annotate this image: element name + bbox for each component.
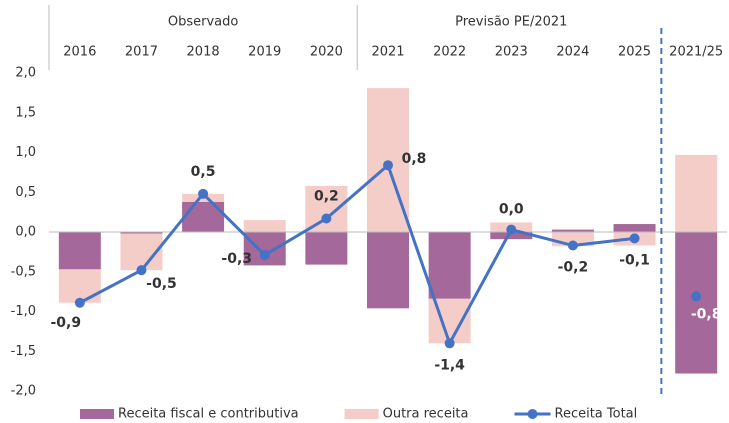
legend-label: Outra receita [383, 407, 469, 422]
x-tick-label: 2020 [310, 45, 343, 60]
value-label: -0,9 [51, 315, 82, 331]
y-tick-label: -1,0 [11, 304, 36, 319]
line-marker [198, 188, 209, 199]
x-tick-label: 2017 [125, 45, 158, 60]
bar [675, 154, 718, 232]
line-marker [444, 338, 455, 349]
line [79, 162, 635, 348]
line-marker [506, 224, 517, 235]
bar [58, 269, 101, 303]
legend-swatch [344, 409, 379, 419]
bar [551, 229, 594, 232]
x-tick-label: 2018 [187, 45, 220, 60]
bar [428, 232, 471, 299]
legend-swatch [80, 409, 114, 419]
value-label: 0,2 [314, 188, 339, 204]
bar [243, 220, 286, 232]
value-label: -0,5 [146, 276, 177, 292]
group-label: Observado [168, 15, 239, 30]
bar [305, 185, 348, 232]
line-marker [321, 213, 332, 224]
legend-swatch [527, 409, 538, 419]
legend-label: Receita fiscal e contributiva [118, 407, 299, 422]
bar [58, 232, 101, 270]
value-label: -0,1 [619, 252, 650, 268]
y-tick-label: -1,5 [11, 344, 36, 359]
bar [120, 232, 163, 234]
y-tick-label: -0,5 [11, 264, 36, 279]
y-tick-label: -2,0 [11, 384, 36, 399]
y-tick-label: 1,5 [15, 105, 36, 120]
x-tick-label: 2021/25 [669, 45, 723, 60]
value-label: -0,8 [691, 306, 722, 322]
value-label: 0,8 [402, 151, 427, 167]
line-marker [629, 233, 640, 244]
bar [367, 232, 409, 309]
bar [613, 224, 656, 232]
line-marker [567, 240, 578, 251]
bar [428, 298, 471, 344]
x-tick-label: 2022 [433, 45, 466, 60]
line-marker [383, 160, 393, 171]
x-tick-label: 2019 [248, 45, 281, 60]
y-tick-label: 2,0 [15, 66, 36, 81]
value-label: -1,4 [434, 357, 465, 373]
y-tick-label: 1,0 [15, 145, 36, 160]
value-label: -0,3 [221, 251, 252, 267]
x-tick-label: 2023 [495, 45, 528, 60]
bar [182, 201, 225, 232]
bar [305, 232, 348, 265]
value-label: -0,2 [558, 260, 589, 276]
value-label: 0,5 [191, 164, 216, 180]
y-tick-label: 0,5 [15, 185, 36, 200]
legend-label: Receita Total [555, 407, 638, 422]
x-tick-label: 2016 [63, 45, 96, 60]
value-label: 0,0 [499, 202, 524, 218]
x-tick-label: 2021 [371, 45, 404, 60]
bar [490, 232, 533, 240]
y-tick-label: 0,0 [15, 225, 36, 240]
x-tick-label: 2025 [618, 45, 651, 60]
bar [675, 232, 718, 374]
line-marker [136, 265, 147, 276]
line-marker [691, 291, 702, 302]
group-label: Previsão PE/2021 [455, 15, 567, 30]
line-marker [74, 297, 85, 308]
x-tick-label: 2024 [556, 45, 589, 60]
line-marker [259, 250, 270, 261]
